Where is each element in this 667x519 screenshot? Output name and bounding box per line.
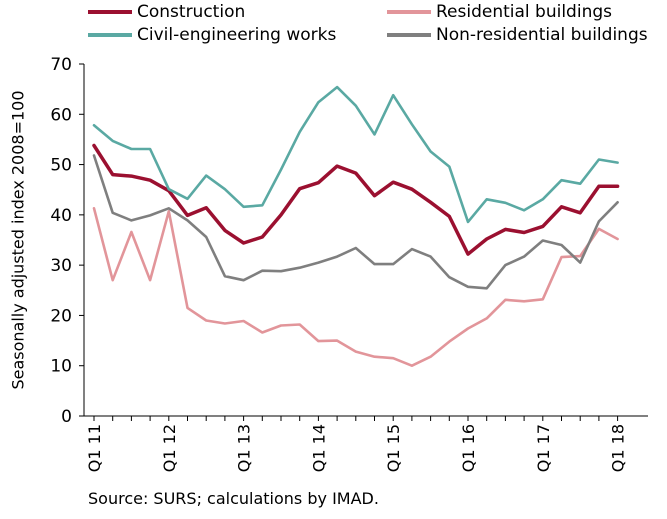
x-tick-label: Q1 14 bbox=[309, 424, 328, 472]
y-tick-label-30: 30 bbox=[50, 256, 72, 276]
legend-item-residential: Residential buildings bbox=[387, 2, 612, 22]
y-tick-label-10: 10 bbox=[50, 357, 72, 377]
legend-swatch-nonresidential bbox=[387, 33, 431, 37]
y-tick-label-40: 40 bbox=[50, 206, 72, 226]
y-tick-label-70: 70 bbox=[50, 55, 72, 75]
series-layer bbox=[92, 85, 620, 368]
series-line-non-residential-buildings bbox=[92, 154, 619, 290]
legend-swatch-residential bbox=[387, 10, 431, 14]
legend-label-residential: Residential buildings bbox=[436, 2, 612, 22]
legend-swatch-civil bbox=[88, 33, 132, 37]
legend-label-nonresidential: Non-residential buildings bbox=[436, 25, 648, 45]
legend-item-nonresidential: Non-residential buildings bbox=[387, 25, 648, 45]
x-tick-label: Q1 12 bbox=[160, 424, 179, 472]
axes: 0 10 20 30 40 50 60 70 Q1 11 Q1 12 Q1 13 Q1 14 Q1 15… bbox=[50, 55, 648, 472]
legend-swatch-construction bbox=[88, 10, 132, 14]
legend-label-civil: Civil-engineering works bbox=[137, 25, 337, 45]
legend-label-construction: Construction bbox=[137, 2, 246, 22]
y-tick-label-60: 60 bbox=[50, 105, 72, 125]
x-tick-label: Q1 18 bbox=[609, 424, 628, 472]
legend-item-civil: Civil-engineering works bbox=[88, 25, 336, 45]
y-tick-label-50: 50 bbox=[50, 156, 72, 176]
series-line-civil-engineering-works bbox=[92, 85, 619, 224]
x-tick-label: Q1 16 bbox=[459, 424, 478, 472]
x-tick-label: Q1 15 bbox=[384, 424, 403, 472]
x-tick-label: Q1 11 bbox=[85, 424, 104, 472]
y-tick-label-20: 20 bbox=[50, 306, 72, 326]
source-note: Source: SURS; calculations by IMAD. bbox=[88, 489, 379, 508]
legend: Construction Residential buildings Civil… bbox=[0, 2, 667, 52]
y-tick-label-0: 0 bbox=[61, 407, 72, 427]
series-line-construction bbox=[92, 143, 620, 256]
legend-item-construction: Construction bbox=[88, 2, 245, 22]
x-tick-label: Q1 17 bbox=[534, 424, 553, 472]
series-line-residential-buildings bbox=[92, 207, 619, 368]
x-tick-label: Q1 13 bbox=[235, 424, 254, 472]
